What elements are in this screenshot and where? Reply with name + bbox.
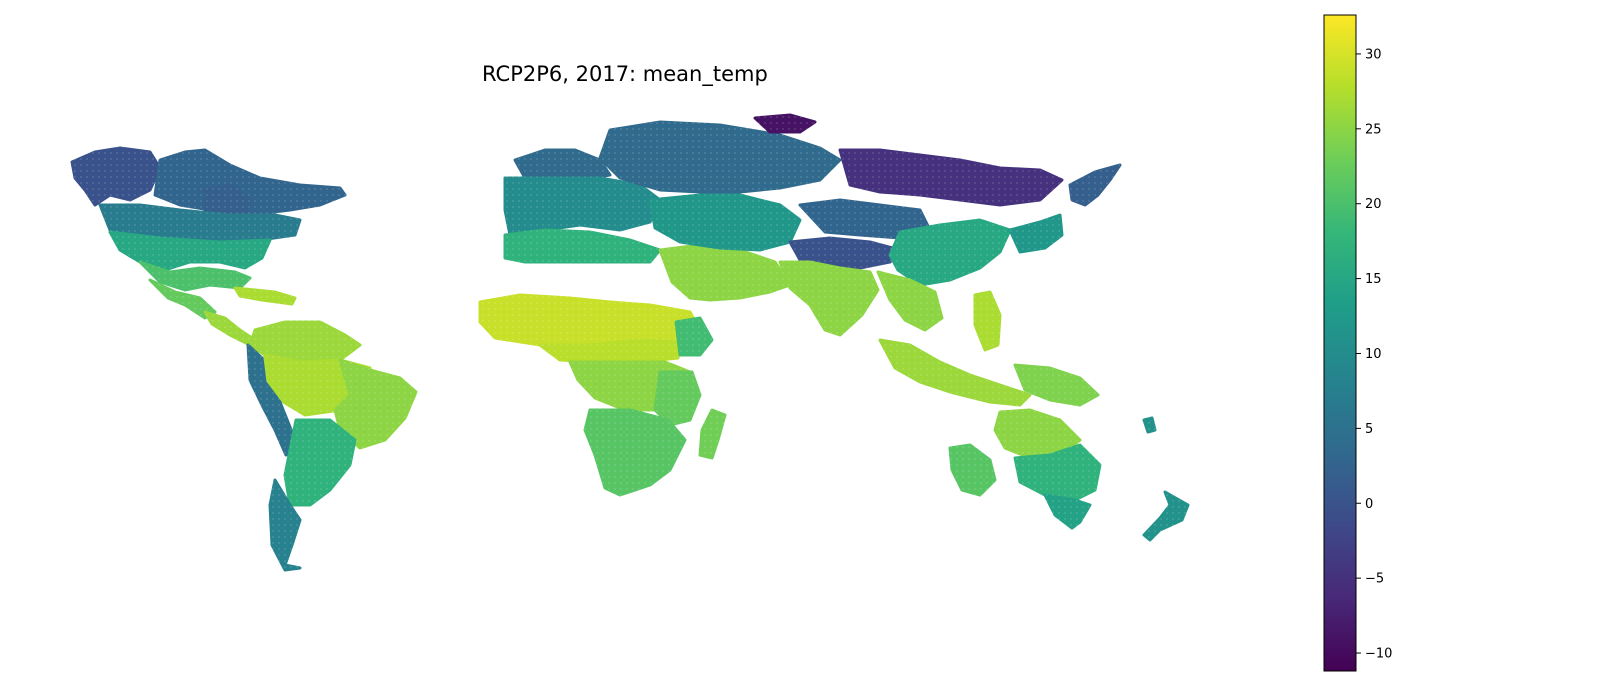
region-sahara [478,293,702,347]
colorbar-tick-label: 30 [1365,47,1382,62]
region-central-america [203,310,257,346]
colorbar-tick-label: 20 [1365,197,1382,212]
region-arctic-islands [753,113,817,134]
colorbar-gradient [1323,14,1357,672]
colorbar-tick-label: 10 [1365,347,1382,362]
colorbar-tick-label: 15 [1365,272,1382,287]
region-caribbean [233,286,297,306]
region-new-zealand-north [1142,416,1157,434]
region-india [778,260,880,337]
region-alaska [70,146,162,207]
region-eastern-siberia [838,148,1064,207]
map-title: RCP2P6, 2017: mean_temp [482,62,768,86]
region-new-zealand [1142,490,1190,542]
world-map [70,113,1190,572]
colorbar-tick-label: 25 [1365,122,1382,137]
region-mediterranean [503,228,662,264]
colorbar-tick-label: −5 [1365,572,1384,587]
region-middle-east [658,243,792,302]
region-philippines [973,290,1002,352]
region-western-australia [948,443,997,497]
region-northern-canada [153,148,347,217]
region-indonesia [878,338,1032,407]
region-china-east [888,218,1012,287]
colorbar-tick-label: −10 [1365,647,1392,662]
colorbar-tick-label: 0 [1365,497,1373,512]
region-kamchatka [1068,163,1122,207]
region-europe [503,176,662,237]
colorbar-tick-label: 5 [1365,422,1373,437]
colorbar: −10 −5 0 5 10 15 20 25 30 [1323,14,1392,672]
region-argentina [283,418,357,507]
region-scandinavia [513,148,612,182]
region-southern-africa [583,408,687,497]
region-japan-korea [1008,213,1064,254]
region-western-siberia [598,120,842,194]
region-southeast-australia [1043,493,1092,530]
region-ethiopian-highlands [674,316,714,357]
region-central-asia [648,193,802,252]
region-madagascar [698,408,727,460]
colorbar-ticks: −10 −5 0 5 10 15 20 25 30 [1356,47,1392,662]
